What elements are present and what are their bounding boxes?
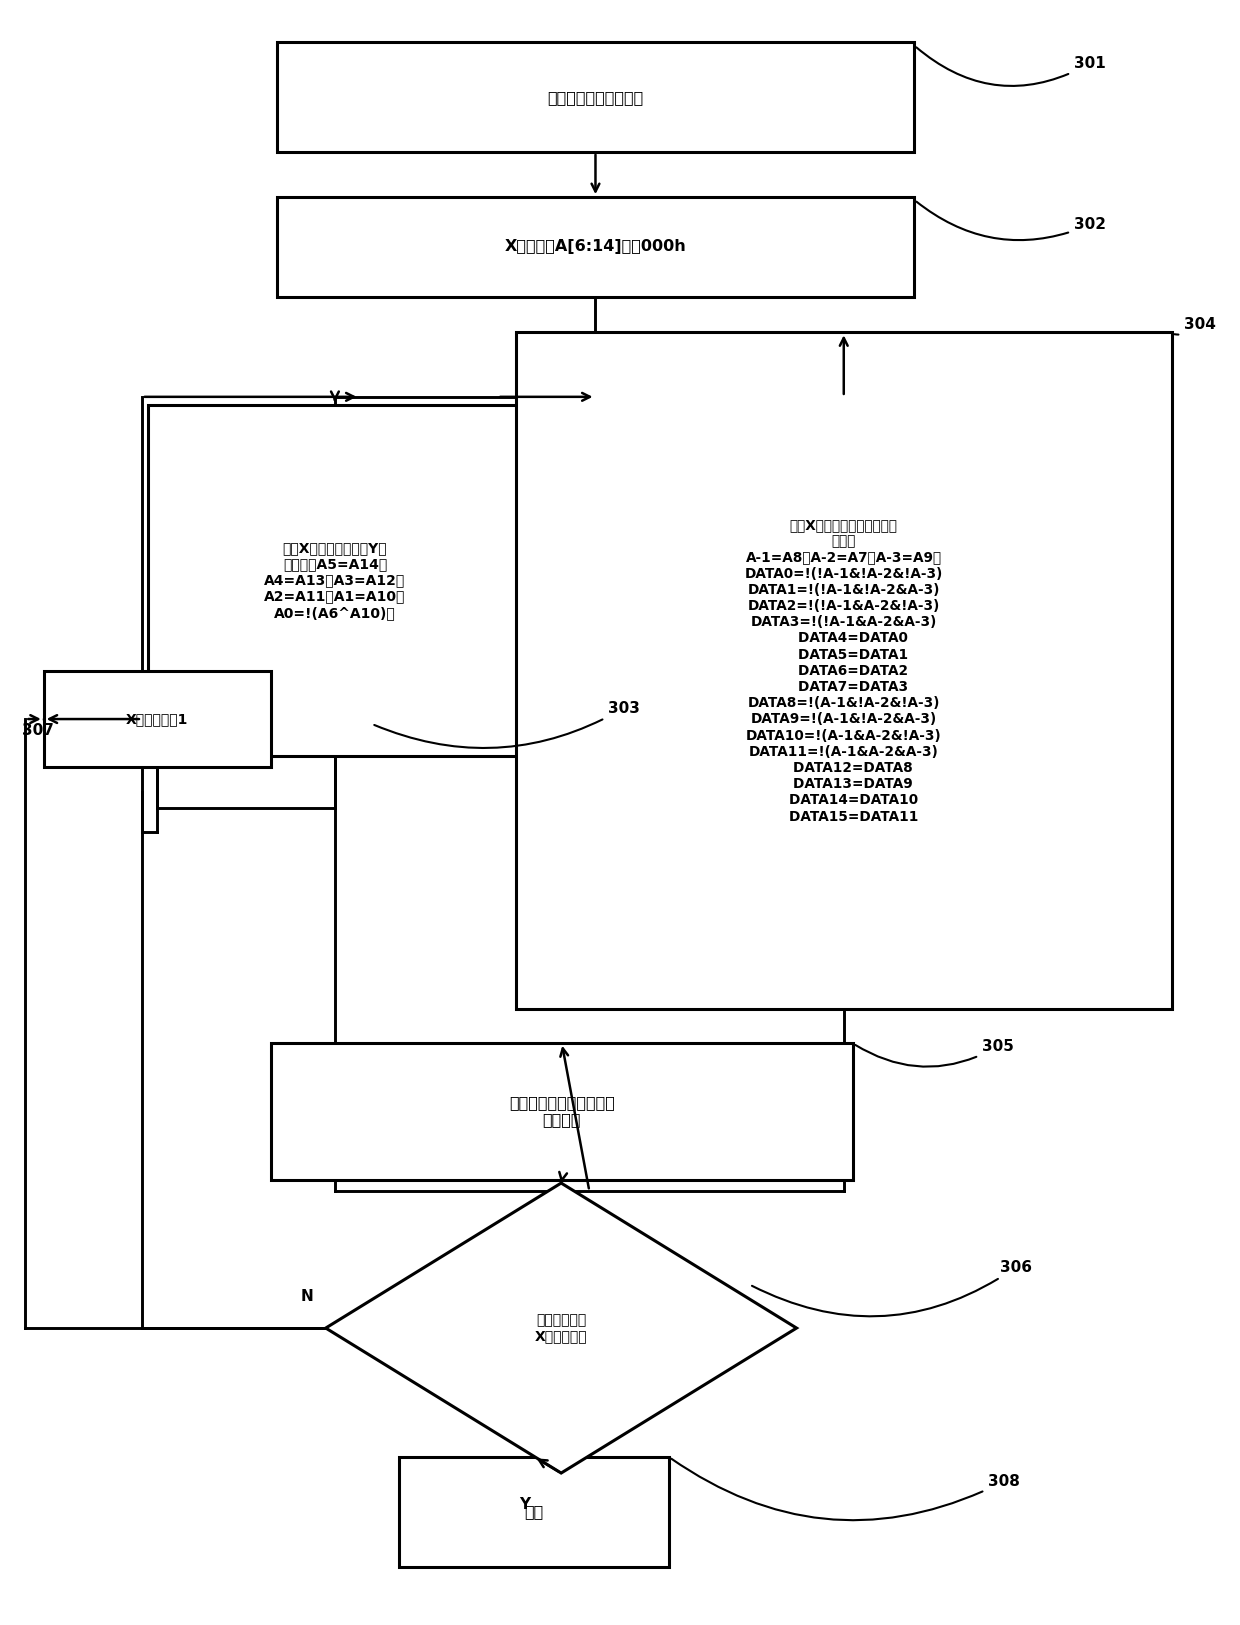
- Text: 根据X方向地址计算出Y方
向地址：A5=A14；
A4=A13；A3=A12；
A2=A11；A1=A10；
A0=!(A6^A10)；: 根据X方向地址计算出Y方 向地址：A5=A14； A4=A13；A3=A12； …: [264, 541, 405, 619]
- Text: 307: 307: [21, 718, 53, 738]
- Text: 是否最后一个
X方向地址？: 是否最后一个 X方向地址？: [534, 1313, 588, 1344]
- FancyBboxPatch shape: [43, 671, 270, 767]
- Text: 对计算出的地址写入计算
出的数据: 对计算出的地址写入计算 出的数据: [508, 1095, 615, 1128]
- Polygon shape: [326, 1183, 796, 1472]
- Text: 完成: 完成: [525, 1505, 544, 1519]
- Text: 302: 302: [916, 202, 1106, 240]
- Text: 308: 308: [671, 1459, 1019, 1521]
- Text: 301: 301: [916, 47, 1105, 86]
- FancyBboxPatch shape: [148, 405, 522, 756]
- Text: X方向地址A[6:14]设为000h: X方向地址A[6:14]设为000h: [505, 239, 687, 255]
- Text: 执行擦除操作清空阵列: 执行擦除操作清空阵列: [547, 89, 644, 104]
- Text: N: N: [301, 1289, 314, 1303]
- FancyBboxPatch shape: [277, 197, 914, 297]
- Text: 305: 305: [856, 1038, 1013, 1066]
- Text: X方向地址加1: X方向地址加1: [126, 712, 188, 726]
- Text: 304: 304: [1174, 317, 1216, 335]
- FancyBboxPatch shape: [399, 1458, 670, 1566]
- Text: 根据X方向地址计算出所写的
数据：
A-1=A8；A-2=A7；A-3=A9；
DATA0=!(!A-1&!A-2&!A-3)
DATA1=!(!A-1&!A-: 根据X方向地址计算出所写的 数据： A-1=A8；A-2=A7；A-3=A9； …: [745, 518, 942, 824]
- FancyBboxPatch shape: [270, 1043, 853, 1180]
- FancyBboxPatch shape: [277, 42, 914, 153]
- Text: 306: 306: [751, 1259, 1032, 1316]
- Text: Y: Y: [520, 1497, 531, 1513]
- Text: 303: 303: [374, 700, 640, 748]
- FancyBboxPatch shape: [516, 333, 1172, 1009]
